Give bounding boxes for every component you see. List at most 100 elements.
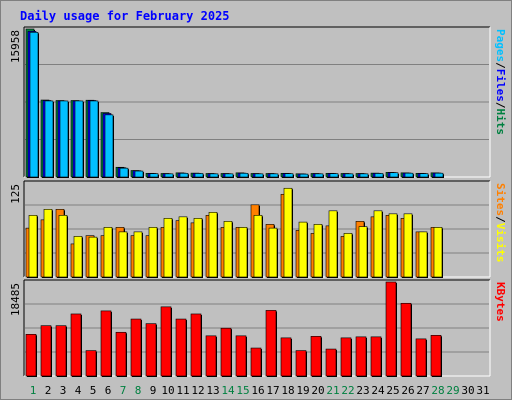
kbytes-bar	[265, 310, 277, 377]
visits-bar	[358, 226, 368, 278]
panel-visits-legend: Sites/Visits	[494, 183, 507, 263]
pages-bar	[419, 173, 429, 178]
pages-bar	[299, 173, 309, 178]
visits-bar	[343, 233, 353, 278]
day-label: 16	[251, 384, 264, 397]
day-label: 22	[341, 384, 354, 397]
legend-entry: Hits	[494, 109, 507, 136]
panel-hits-y-max-label: 15958	[9, 30, 22, 63]
pages-bar	[329, 173, 339, 178]
visits-bar	[313, 224, 323, 278]
pages-bar	[284, 173, 294, 178]
kbytes-bar	[385, 281, 397, 377]
day-label: 25	[386, 384, 399, 397]
visits-bar	[253, 215, 263, 278]
visits-bar	[373, 210, 383, 278]
day-label: 6	[105, 384, 112, 397]
legend-entry: Sites	[494, 183, 507, 216]
kbytes-bar	[190, 313, 202, 377]
pages-bar	[404, 172, 414, 178]
day-label: 19	[296, 384, 309, 397]
kbytes-bar	[145, 323, 157, 377]
day-label: 11	[176, 384, 189, 397]
day-label: 27	[416, 384, 429, 397]
day-label: 5	[90, 384, 97, 397]
legend-entry: Visits	[494, 223, 507, 263]
day-label: 1	[30, 384, 37, 397]
legend-entry: Files	[494, 69, 507, 102]
day-label: 14	[221, 384, 235, 397]
pages-bar	[179, 172, 189, 178]
pages-bar	[434, 172, 444, 178]
day-label: 15	[236, 384, 249, 397]
kbytes-bar	[355, 336, 367, 377]
pages-bar	[374, 173, 384, 178]
visits-bar	[298, 221, 308, 278]
day-label: 13	[206, 384, 219, 397]
pages-bar	[119, 167, 129, 178]
visits-bar	[223, 221, 233, 278]
kbytes-bar	[325, 348, 337, 377]
kbytes-bar	[280, 337, 292, 377]
pages-bar	[134, 170, 144, 178]
visits-bar	[193, 218, 203, 278]
day-label: 26	[401, 384, 414, 397]
pages-bar	[254, 173, 264, 178]
visits-bar	[208, 212, 218, 278]
panel-visits-y-max-label: 125	[9, 184, 22, 204]
day-label: 30	[461, 384, 474, 397]
kbytes-bar	[55, 325, 67, 377]
day-label: 18	[281, 384, 294, 397]
panel-kbytes-legend: KBytes	[494, 282, 507, 322]
panel-hits-legend: Pages/Files/Hits	[494, 29, 507, 135]
kbytes-bar	[25, 334, 37, 377]
day-label: 31	[476, 384, 489, 397]
pages-bar	[89, 100, 99, 178]
kbytes-bar	[40, 325, 52, 377]
visits-bar	[178, 216, 188, 278]
visits-bar	[418, 231, 428, 278]
kbytes-bar	[70, 313, 82, 377]
visits-bar	[88, 236, 98, 278]
pages-bar	[44, 100, 54, 178]
kbytes-bar	[250, 347, 262, 377]
day-label: 24	[371, 384, 385, 397]
visits-bar	[433, 227, 443, 278]
visits-bar	[163, 218, 173, 278]
day-label: 23	[356, 384, 369, 397]
day-label: 2	[45, 384, 52, 397]
kbytes-bar	[415, 338, 427, 377]
visits-bar	[148, 227, 158, 278]
legend-entry: /	[494, 62, 507, 69]
pages-bar	[269, 173, 279, 178]
kbytes-bar	[295, 350, 307, 377]
pages-bar	[29, 32, 39, 178]
chart-title: Daily usage for February 2025	[20, 9, 230, 23]
visits-bar	[58, 215, 68, 278]
visits-bar	[283, 187, 293, 278]
visits-bar	[28, 215, 38, 278]
pages-bar	[239, 172, 249, 178]
kbytes-bar	[160, 306, 172, 377]
kbytes-bar	[175, 318, 187, 377]
visits-bar	[238, 227, 248, 278]
pages-bar	[359, 173, 369, 178]
pages-bar	[314, 173, 324, 178]
kbytes-bar	[130, 318, 142, 377]
kbytes-bar	[340, 337, 352, 377]
day-label: 28	[431, 384, 444, 397]
day-label: 7	[120, 384, 127, 397]
kbytes-bar	[310, 336, 322, 377]
visits-bar	[328, 210, 338, 278]
day-label: 4	[75, 384, 82, 397]
pages-bar	[104, 114, 114, 178]
visits-bar	[103, 227, 113, 278]
legend-entry: /	[494, 216, 507, 223]
day-label: 21	[326, 384, 339, 397]
visits-bar	[388, 213, 398, 278]
visits-bar	[73, 236, 83, 278]
pages-bar	[344, 173, 354, 178]
day-label: 9	[150, 384, 157, 397]
day-label: 17	[266, 384, 279, 397]
